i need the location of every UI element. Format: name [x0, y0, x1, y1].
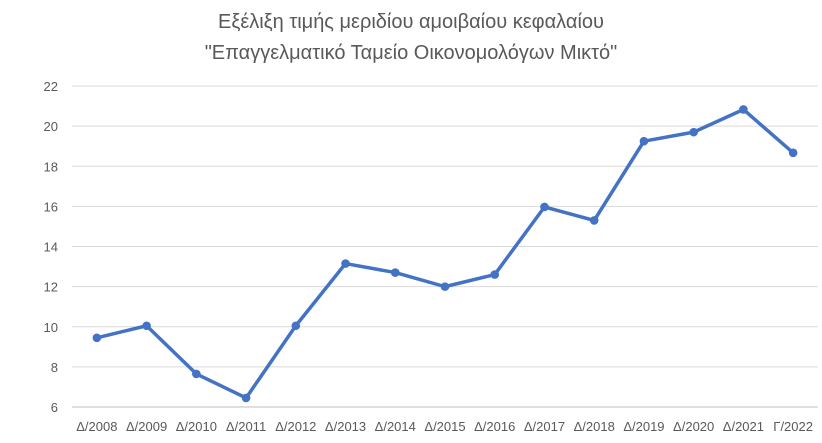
data-point-Γ/2022	[788, 148, 798, 158]
y-tick-label: 8	[51, 360, 58, 375]
x-tick-label: Δ/2011	[226, 419, 266, 434]
x-tick-label: Δ/2009	[126, 419, 167, 434]
chart-title-line-1: Εξέλιξη τιμής μεριδίου αμοιβαίου κεφαλαί…	[218, 11, 604, 33]
data-point-Δ/2012	[291, 321, 301, 331]
series-line	[95, 107, 795, 400]
y-tick-label: 20	[44, 119, 58, 134]
y-tick-label: 12	[44, 280, 58, 295]
data-point-Δ/2014	[390, 268, 400, 277]
y-tick-label: 6	[51, 400, 58, 415]
series-layer	[92, 105, 798, 403]
y-tick-labels: 6 8 10 12 14 16 18 20 22	[44, 79, 58, 415]
y-tick-label: 14	[44, 240, 58, 255]
data-point-Δ/2008	[92, 333, 102, 343]
data-point-Δ/2016	[490, 270, 500, 279]
x-tick-label: Δ/2019	[623, 419, 664, 434]
x-tick-label: Δ/2012	[275, 419, 316, 434]
x-tick-label: Δ/2017	[524, 419, 565, 434]
gridlines	[72, 85, 818, 368]
x-tick-label: Δ/2021	[723, 419, 764, 434]
data-point-Δ/2015	[440, 282, 450, 291]
data-point-Δ/2018	[589, 216, 599, 225]
x-tick-label: Δ/2020	[673, 419, 714, 434]
x-tick-label: Δ/2018	[574, 419, 615, 434]
x-tick-label: Δ/2015	[424, 419, 465, 434]
y-tick-label: 10	[44, 320, 58, 335]
x-tick-label: Δ/2014	[375, 419, 416, 434]
x-tick-label: Δ/2008	[76, 419, 117, 434]
data-point-Δ/2021	[739, 105, 748, 114]
data-point-Δ/2011	[241, 393, 251, 403]
data-point-Δ/2010	[192, 369, 201, 379]
data-point-Δ/2019	[639, 136, 649, 146]
x-tick-label: Γ/2022	[773, 419, 813, 434]
data-point-Δ/2020	[689, 127, 698, 137]
data-point-Δ/2009	[142, 321, 151, 331]
data-point-Δ/2017	[540, 202, 549, 212]
y-tick-label: 18	[44, 159, 58, 174]
x-tick-label: Δ/2013	[325, 419, 366, 434]
x-tick-label: Δ/2016	[474, 419, 515, 434]
data-point-Δ/2013	[341, 259, 350, 268]
chart-title-line-2: "Επαγγελματικό Ταμείο Οικονομολόγων Μικτ…	[204, 42, 618, 64]
x-tick-label: Δ/2010	[176, 419, 217, 434]
y-tick-label: 22	[44, 79, 58, 94]
y-tick-label: 16	[44, 199, 58, 214]
x-tick-labels: Δ/2008 Δ/2009 Δ/2010 Δ/2011 Δ/2012 Δ/2013 Δ/20…	[76, 419, 813, 434]
